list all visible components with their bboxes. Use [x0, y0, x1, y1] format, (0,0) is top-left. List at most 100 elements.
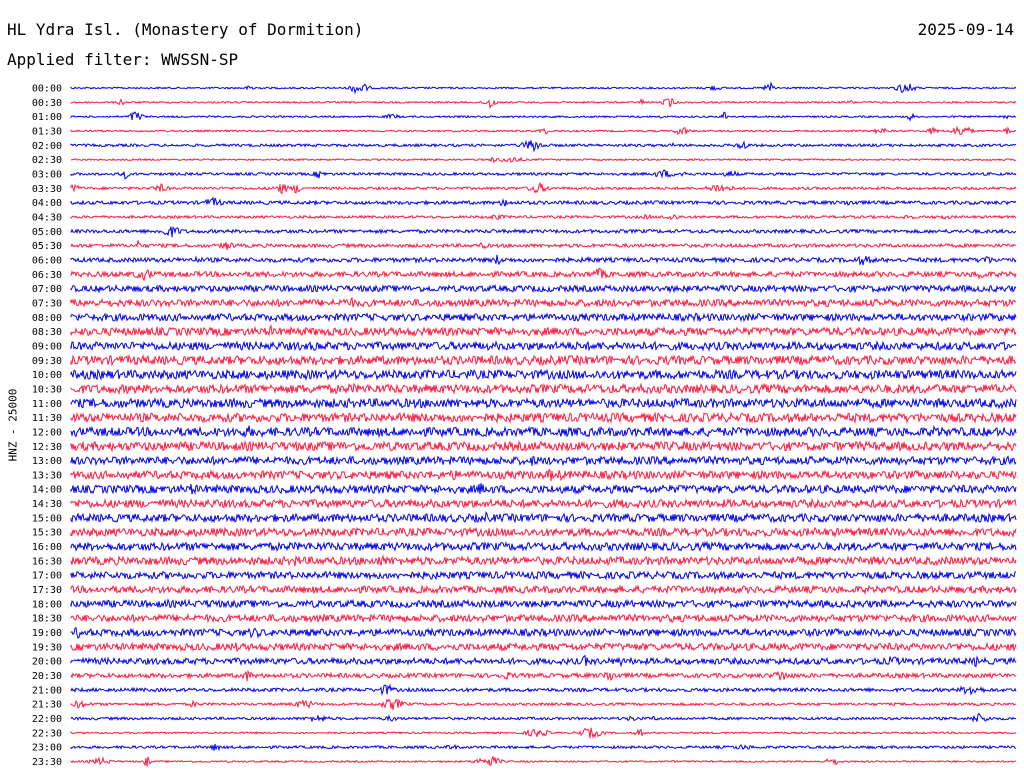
- row-time-label: 20:00: [32, 657, 62, 668]
- row-time-label: 12:30: [32, 442, 62, 453]
- row-time-label: 11:30: [32, 413, 62, 424]
- row-time-label: 09:00: [32, 341, 62, 352]
- row-time-label: 22:30: [32, 728, 62, 739]
- seismic-trace: [70, 139, 1017, 153]
- row-time-label: 01:30: [32, 126, 62, 137]
- row-time-label: 18:30: [32, 614, 62, 625]
- row-time-label: 20:30: [32, 671, 62, 682]
- row-time-label: 03:30: [32, 184, 62, 195]
- row-time-label: 15:30: [32, 528, 62, 539]
- seismic-trace: [70, 554, 1017, 567]
- row-time-label: 00:00: [32, 84, 62, 95]
- seismic-trace: [70, 497, 1017, 510]
- row-time-label: 00:30: [32, 98, 62, 109]
- row-time-label: 05:00: [32, 227, 62, 238]
- row-time-label: 04:30: [32, 212, 62, 223]
- station-title: HL Ydra Isl. (Monastery of Dormition): [7, 20, 364, 39]
- seismic-trace: [70, 340, 1017, 352]
- row-time-label: 13:00: [32, 456, 62, 467]
- seismic-trace: [70, 743, 1017, 752]
- seismic-trace: [70, 181, 1017, 195]
- row-time-label: 06:00: [32, 255, 62, 266]
- seismic-trace: [70, 125, 1017, 136]
- row-time-label: 09:30: [32, 356, 62, 367]
- seismic-trace: [70, 483, 1017, 495]
- row-time-label: 21:00: [32, 685, 62, 696]
- seismic-trace: [70, 510, 1017, 524]
- row-time-label: 23:00: [32, 743, 62, 754]
- seismic-trace: [70, 612, 1017, 624]
- row-time-label: 14:30: [32, 499, 62, 510]
- seismic-trace: [70, 254, 1017, 266]
- seismic-trace: [70, 654, 1017, 668]
- seismic-trace: [70, 111, 1017, 122]
- seismic-trace: [70, 324, 1017, 338]
- seismic-trace: [70, 296, 1016, 309]
- seismic-trace: [70, 226, 1017, 238]
- seismic-trace: [70, 283, 1017, 294]
- row-time-label: 17:00: [32, 571, 62, 582]
- row-time-label: 23:30: [32, 757, 62, 768]
- seismic-trace: [70, 468, 1017, 482]
- seismic-trace: [70, 526, 1017, 539]
- seismic-trace: [70, 267, 1017, 282]
- row-time-label: 10:00: [32, 370, 62, 381]
- date-label: 2025-09-14: [917, 20, 1014, 39]
- filter-label: Applied filter: WWSSN-SP: [7, 50, 239, 69]
- seismic-trace: [70, 354, 1017, 367]
- row-time-label: 07:30: [32, 298, 62, 309]
- row-time-label: 14:00: [32, 485, 62, 496]
- seismic-trace: [70, 755, 1017, 767]
- row-time-label: 21:30: [32, 700, 62, 711]
- row-time-label: 08:30: [32, 327, 62, 338]
- seismic-trace: [70, 156, 1017, 164]
- seismic-trace: [70, 584, 1017, 596]
- seismic-trace: [70, 424, 1017, 439]
- seismic-trace: [70, 213, 1017, 221]
- seismic-trace: [70, 455, 1017, 467]
- seismic-trace: [70, 569, 1017, 581]
- row-time-label: 06:30: [32, 270, 62, 281]
- seismic-trace: [70, 368, 1017, 382]
- seismic-trace: [70, 97, 1017, 110]
- row-time-label: 16:30: [32, 556, 62, 567]
- seismic-trace: [70, 396, 1017, 410]
- row-time-label: 07:00: [32, 284, 62, 295]
- seismic-trace: [70, 627, 1017, 639]
- row-time-label: 03:00: [32, 169, 62, 180]
- row-time-label: 02:30: [32, 155, 62, 166]
- seismic-trace: [70, 169, 1017, 180]
- seismic-trace: [70, 727, 1017, 740]
- seismic-trace: [70, 712, 1017, 723]
- row-time-label: 04:00: [32, 198, 62, 209]
- row-time-label: 19:30: [32, 642, 62, 653]
- seismic-trace: [70, 698, 1017, 710]
- seismic-trace: [70, 683, 1017, 696]
- seismic-trace: [70, 669, 1017, 682]
- seismic-trace: [70, 81, 1017, 95]
- row-time-label: 19:00: [32, 628, 62, 639]
- row-time-label: 11:00: [32, 399, 62, 410]
- seismic-trace: [70, 196, 1017, 207]
- seismic-trace: [70, 411, 1017, 424]
- row-time-label: 08:00: [32, 313, 62, 324]
- row-time-label: 17:30: [32, 585, 62, 596]
- row-time-label: 15:00: [32, 513, 62, 524]
- row-time-label: 05:30: [32, 241, 62, 252]
- row-time-label: 01:00: [32, 112, 62, 123]
- row-time-label: 13:30: [32, 470, 62, 481]
- seismic-trace: [70, 312, 1017, 323]
- row-time-label: 02:00: [32, 141, 62, 152]
- row-time-label: 12:00: [32, 427, 62, 438]
- seismic-trace: [70, 440, 1017, 453]
- seismic-trace: [70, 382, 1017, 396]
- row-time-label: 22:00: [32, 714, 62, 725]
- seismic-trace: [70, 641, 1017, 653]
- seismic-trace: [70, 540, 1017, 553]
- seismic-trace: [70, 240, 1017, 251]
- row-time-label: 16:00: [32, 542, 62, 553]
- seismic-trace: [70, 598, 1017, 610]
- row-time-label: 18:00: [32, 599, 62, 610]
- row-time-label: 10:30: [32, 384, 62, 395]
